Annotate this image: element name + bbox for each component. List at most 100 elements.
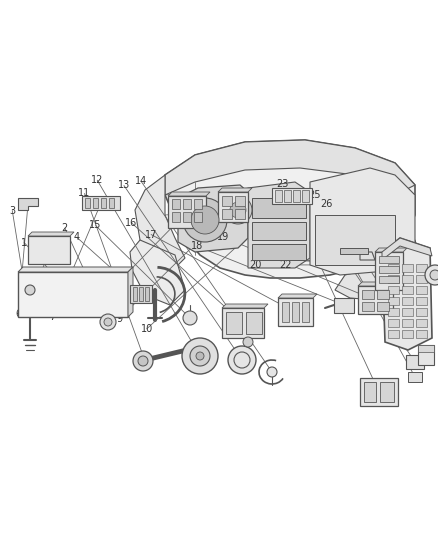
Text: 23: 23 <box>276 179 289 189</box>
Bar <box>377 290 389 299</box>
Text: 6: 6 <box>15 310 21 319</box>
Polygon shape <box>358 282 397 286</box>
Bar <box>402 264 413 272</box>
Bar <box>416 330 427 338</box>
Circle shape <box>230 202 246 218</box>
Text: 14: 14 <box>135 176 147 186</box>
Bar <box>226 312 242 334</box>
Text: 20: 20 <box>249 260 261 270</box>
Text: 4: 4 <box>74 232 80 242</box>
Text: 18: 18 <box>191 241 203 251</box>
Text: 10: 10 <box>141 324 153 334</box>
Text: 2: 2 <box>62 223 68 233</box>
Bar <box>340 248 368 254</box>
Bar <box>375 252 403 290</box>
Bar <box>416 297 427 305</box>
Bar <box>172 212 180 222</box>
Circle shape <box>25 285 35 295</box>
Bar <box>379 256 399 263</box>
Bar <box>388 319 399 327</box>
Bar <box>82 196 120 210</box>
Bar <box>360 378 398 406</box>
Bar <box>416 308 427 316</box>
Bar <box>388 286 399 294</box>
Bar <box>183 199 191 209</box>
Bar <box>133 287 137 301</box>
Bar <box>379 276 399 283</box>
Bar <box>93 198 98 208</box>
Polygon shape <box>18 198 38 210</box>
Circle shape <box>430 270 438 280</box>
Text: 15: 15 <box>89 221 102 230</box>
Bar <box>416 319 427 327</box>
Text: 3: 3 <box>9 206 15 215</box>
Polygon shape <box>165 140 415 278</box>
Bar <box>416 264 427 272</box>
Bar <box>406 355 424 369</box>
Bar <box>302 190 309 202</box>
Polygon shape <box>248 182 310 268</box>
Bar <box>284 190 291 202</box>
Polygon shape <box>28 232 74 236</box>
Polygon shape <box>360 252 375 260</box>
Polygon shape <box>218 188 252 192</box>
Bar <box>418 345 434 365</box>
Bar <box>183 212 191 222</box>
Bar <box>194 212 202 222</box>
Polygon shape <box>222 304 268 308</box>
Text: 22: 22 <box>279 260 292 270</box>
Polygon shape <box>335 240 420 300</box>
Bar <box>218 192 248 222</box>
Text: 17: 17 <box>145 230 157 239</box>
Bar <box>388 264 399 272</box>
Bar <box>402 308 413 316</box>
Circle shape <box>191 206 219 234</box>
Text: 11: 11 <box>78 189 91 198</box>
Circle shape <box>196 352 204 360</box>
Circle shape <box>243 337 253 347</box>
Bar <box>252 198 306 218</box>
Bar <box>275 190 282 202</box>
Bar <box>222 308 264 338</box>
Bar <box>222 196 232 206</box>
Text: 13: 13 <box>118 181 130 190</box>
Text: 27: 27 <box>346 245 359 254</box>
Bar <box>388 275 399 283</box>
Bar <box>416 275 427 283</box>
Bar <box>85 198 90 208</box>
Bar <box>388 297 399 305</box>
Bar <box>222 209 232 219</box>
Text: 12: 12 <box>91 175 103 185</box>
Circle shape <box>104 318 112 326</box>
Polygon shape <box>178 185 248 252</box>
Bar <box>145 287 149 301</box>
Bar <box>379 266 399 273</box>
Text: 19: 19 <box>217 232 230 242</box>
Text: 1: 1 <box>21 238 27 247</box>
Text: 9: 9 <box>116 314 122 324</box>
Bar <box>109 198 114 208</box>
Polygon shape <box>18 267 133 272</box>
Bar <box>388 308 399 316</box>
Bar <box>402 330 413 338</box>
Bar <box>416 286 427 294</box>
Bar <box>18 272 128 317</box>
Polygon shape <box>135 175 185 268</box>
Polygon shape <box>375 248 407 252</box>
Circle shape <box>183 198 227 242</box>
Bar <box>168 196 206 228</box>
Bar <box>302 302 309 322</box>
Bar <box>293 190 300 202</box>
Bar <box>362 302 374 311</box>
Bar <box>358 286 393 314</box>
Bar <box>362 290 374 299</box>
Bar <box>101 198 106 208</box>
Circle shape <box>425 265 438 285</box>
Bar <box>252 222 306 240</box>
Circle shape <box>100 314 116 330</box>
Text: 26: 26 <box>320 199 332 208</box>
Bar <box>315 215 395 265</box>
Bar <box>235 196 245 206</box>
Circle shape <box>267 367 277 377</box>
Bar <box>252 244 306 260</box>
